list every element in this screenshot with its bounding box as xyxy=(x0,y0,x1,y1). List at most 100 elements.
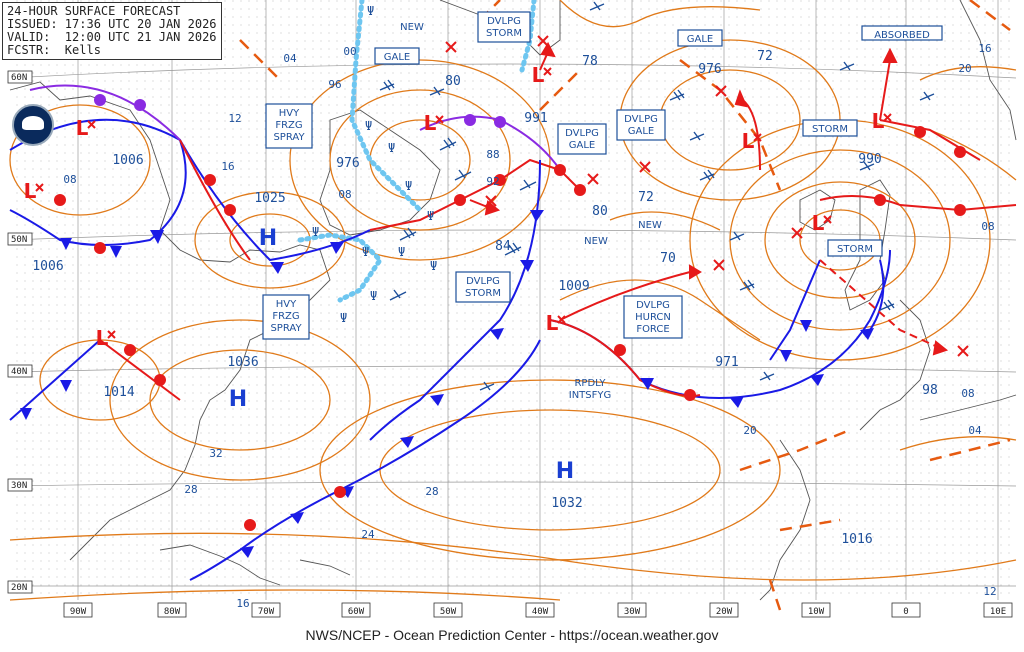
warning-box-frame xyxy=(374,47,420,65)
isobar-label: 971 xyxy=(715,355,738,370)
warning-box-text: STORM xyxy=(486,28,522,39)
warning-box-text: DVLPG xyxy=(487,16,521,27)
isobar-label: 976 xyxy=(698,62,721,77)
warning-box-frame xyxy=(623,295,683,339)
lon-label-box xyxy=(341,602,371,618)
low-position-markers xyxy=(445,35,969,357)
isobar-label: 00 xyxy=(343,45,356,58)
lat-label: 40N xyxy=(11,367,27,377)
low-pressure-center: L xyxy=(872,109,885,133)
latitude-labels: 60N 50N 40N 30N 20N xyxy=(7,70,33,594)
warning-box-text: STORM xyxy=(465,288,501,299)
map-annotation: NEW xyxy=(584,236,608,247)
isobar-label: 16 xyxy=(978,42,991,55)
warning-box-text: SPRAY xyxy=(273,132,305,143)
isobar-label: 98 xyxy=(922,383,938,398)
low-pressure-center: L xyxy=(812,211,825,235)
warning-box-text: FRZG xyxy=(275,120,302,131)
warning-box-text: GALE xyxy=(687,34,713,45)
lon-label-box xyxy=(525,602,555,618)
lon-label: 60W xyxy=(348,607,365,617)
warning-box-text: DVLPG xyxy=(624,114,658,125)
warning-box-text: SPRAY xyxy=(270,323,302,334)
map-annotation: INTSFYG xyxy=(569,390,612,401)
warning-box-text: HVY xyxy=(279,108,300,119)
isobar-label: 16 xyxy=(221,160,234,173)
warning-box-frame xyxy=(677,29,723,47)
isobar-label: 08 xyxy=(961,387,974,400)
low-x-mark xyxy=(883,113,892,122)
trough-lines xyxy=(239,0,1011,611)
freezing-spray-symbols: Ψ Ψ Ψ Ψ Ψ Ψ Ψ Ψ Ψ Ψ Ψ xyxy=(312,4,437,325)
lat-label: 30N xyxy=(11,481,27,491)
longitude-labels: 90W 80W 70W 60W 50W 40W 30W 20W 10W 0 10E xyxy=(63,602,1013,618)
low-x-mark xyxy=(557,315,566,324)
isobar-label: 72 xyxy=(638,190,654,205)
isobar-label: 28 xyxy=(425,485,438,498)
isobar-label: 04 xyxy=(283,52,297,65)
isobar-label: 976 xyxy=(336,156,359,171)
lon-label-box xyxy=(63,602,93,618)
low-pressure-center: L xyxy=(546,311,559,335)
low-pressure-center: L xyxy=(424,111,437,135)
low-x-mark xyxy=(753,133,762,142)
warning-box-text: HURCN xyxy=(635,312,671,323)
front-symbols xyxy=(20,94,966,558)
forecast-header: 24-HOUR SURFACE FORECAST ISSUED: 17:36 U… xyxy=(2,2,222,60)
svg-text:Ψ: Ψ xyxy=(370,289,377,303)
lat-label-box xyxy=(7,70,33,84)
lon-label-box xyxy=(157,602,187,618)
low-pressure-center: L xyxy=(742,129,755,153)
isobar-label: 12 xyxy=(983,585,996,598)
lon-label: 10W xyxy=(808,607,825,617)
warning-box-text: ABSORBED xyxy=(874,30,930,41)
svg-text:Ψ: Ψ xyxy=(312,225,319,239)
lon-label-box xyxy=(617,602,647,618)
lat-label: 50N xyxy=(11,235,27,245)
low-x-mark xyxy=(543,67,552,76)
isobar-label: 84 xyxy=(495,239,511,254)
low-x-mark xyxy=(435,115,444,124)
high-pressure-center: H xyxy=(259,226,277,251)
lon-label-box xyxy=(983,602,1013,618)
low-pressure-center: L xyxy=(76,116,89,140)
svg-text:Ψ: Ψ xyxy=(398,245,405,259)
isobar-label: 80 xyxy=(445,74,461,89)
low-x-mark xyxy=(823,215,832,224)
warning-box-text: DVLPG xyxy=(466,276,500,287)
isobar-label: 96 xyxy=(328,78,341,91)
svg-text:Ψ: Ψ xyxy=(367,4,374,18)
storm-track-arrows xyxy=(469,41,949,356)
lon-label: 40W xyxy=(532,607,549,617)
credit-line: NWS/NCEP - Ocean Prediction Center - htt… xyxy=(305,627,719,643)
lat-label-box xyxy=(7,232,33,246)
isobar-label: 08 xyxy=(981,220,994,233)
isobar-label: 1006 xyxy=(32,259,63,274)
header-valid: VALID: 12:00 UTC 21 JAN 2026 xyxy=(7,30,217,44)
isobar-label: 04 xyxy=(968,424,982,437)
lon-label-box xyxy=(801,602,831,618)
map-annotation: NEW xyxy=(638,220,662,231)
warning-box-text: GALE xyxy=(384,52,410,63)
header-title: 24-HOUR SURFACE FORECAST xyxy=(7,4,181,18)
lat-label: 20N xyxy=(11,583,27,593)
isobar-label: 72 xyxy=(757,49,773,64)
isobar-label: 1014 xyxy=(103,385,134,400)
low-x-mark xyxy=(107,330,116,339)
high-pressure-center: H xyxy=(556,459,574,484)
isobar-label: 08 xyxy=(338,188,351,201)
isobar-label: 88 xyxy=(486,148,499,161)
pressure-centers: H H H L L L L L L L L L xyxy=(24,63,892,484)
isobar-label: 70 xyxy=(660,251,676,266)
warning-box-frame xyxy=(455,271,511,303)
isobar-label: 78 xyxy=(582,54,598,69)
